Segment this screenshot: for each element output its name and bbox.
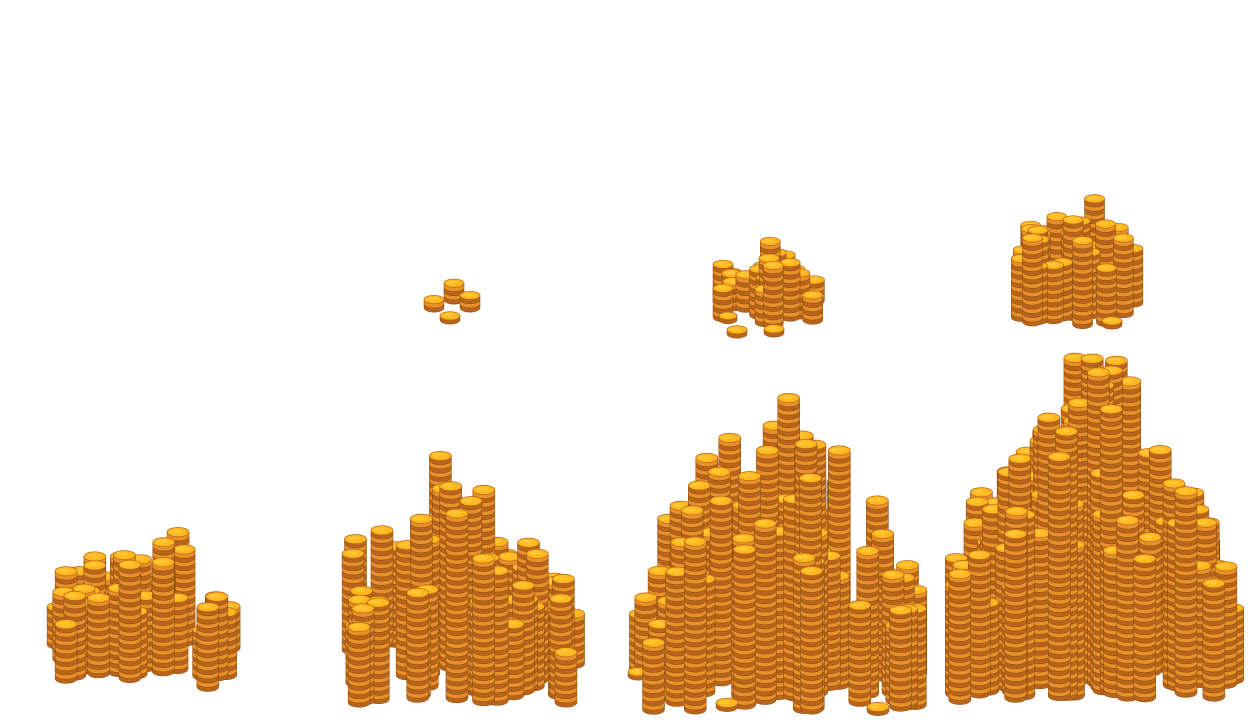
coin-stack — [779, 258, 801, 322]
coin-stack — [1072, 236, 1093, 330]
coin-stack — [726, 325, 748, 339]
coin-stack — [665, 566, 689, 707]
coin-stack — [1113, 233, 1134, 319]
coin-stack — [1022, 233, 1043, 327]
coin-stack — [802, 290, 824, 325]
coin-stack — [347, 622, 371, 708]
coin-stack — [762, 260, 784, 329]
coin-stack — [554, 647, 578, 708]
coin-stack — [423, 295, 445, 313]
coin-stack — [459, 290, 481, 313]
coin-stack — [967, 549, 991, 699]
coin-stack — [1043, 260, 1064, 325]
coin-stack — [443, 278, 465, 305]
coin-stack — [1116, 515, 1139, 702]
coin-stack — [1004, 529, 1027, 703]
coin-stack — [848, 600, 872, 707]
coin-stack — [718, 311, 738, 325]
coin-stack — [87, 592, 110, 679]
coin-stack — [445, 508, 469, 704]
coin-stack — [1174, 486, 1198, 698]
coin-stack — [733, 544, 757, 710]
coin-stack — [439, 311, 461, 325]
coin-stack — [118, 559, 142, 683]
coin-stack — [800, 566, 823, 715]
coin-stack — [889, 605, 912, 712]
coin-stack — [1101, 316, 1123, 330]
coin-stack — [54, 619, 78, 684]
coin-stack — [642, 637, 665, 715]
coin-stack — [1202, 578, 1226, 702]
coin-stack — [753, 518, 777, 705]
coin-stack — [472, 553, 495, 707]
coin-stack — [151, 557, 175, 677]
coin-stack — [406, 587, 430, 703]
coin-stack — [948, 568, 972, 705]
coin-stack — [1047, 451, 1071, 701]
coin-stack — [683, 536, 707, 715]
coin-stack — [866, 701, 890, 716]
coin-stack — [715, 697, 739, 712]
coin-stack — [763, 324, 785, 338]
coin-stack — [196, 602, 220, 692]
coin-stack — [1133, 553, 1157, 703]
